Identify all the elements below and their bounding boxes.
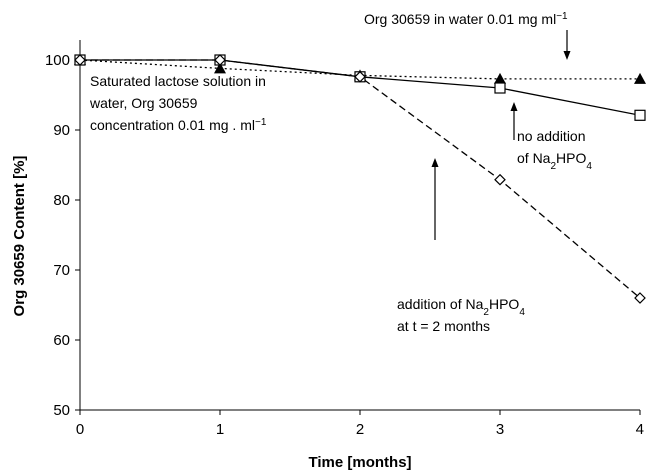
y-tick-label: 70 xyxy=(53,262,70,279)
x-axis-title: Time [months] xyxy=(308,454,411,471)
y-axis-title: Org 30659 Content [%] xyxy=(11,156,28,317)
y-tick-label: 60 xyxy=(53,332,70,349)
annotation-lactose: Saturated lactose solution in xyxy=(90,73,266,89)
annotation-add: at t = 2 months xyxy=(397,318,490,334)
y-tick-label: 100 xyxy=(45,52,70,69)
annotations: Org 30659 in water 0.01 mg ml−1 Saturated… xyxy=(89,11,592,335)
annotation-add: addition of Na2HPO4 xyxy=(397,296,525,318)
x-tick-label: 1 xyxy=(216,421,224,438)
annotation-no-add: no addition xyxy=(517,128,586,144)
y-tick-label: 80 xyxy=(53,192,70,209)
x-tick-label: 3 xyxy=(496,421,504,438)
axes: 50 60 70 80 90 100 0 1 2 3 4 xyxy=(45,40,644,438)
data-point-triangle xyxy=(634,72,646,84)
arrow-addition xyxy=(431,158,439,240)
data-point-diamond xyxy=(354,70,366,83)
data-point-triangle xyxy=(214,62,226,74)
series-layer xyxy=(74,54,646,304)
x-tick-label: 2 xyxy=(356,421,364,438)
annotation-no-add: of Na2HPO4 xyxy=(517,150,592,172)
annotation-water: Org 30659 in water 0.01 mg ml−1 xyxy=(364,11,568,28)
data-point-diamond xyxy=(214,54,226,66)
y-tick-label: 90 xyxy=(53,122,70,139)
annotation-lactose: water, Org 30659 xyxy=(89,95,198,111)
data-point-diamond xyxy=(634,292,646,304)
x-tick-label: 4 xyxy=(636,421,644,438)
y-tick-label: 50 xyxy=(53,402,70,419)
data-point-diamond xyxy=(74,54,86,66)
data-point-triangle xyxy=(494,72,506,84)
data-point-diamond xyxy=(494,173,506,186)
data-point-square xyxy=(494,82,506,94)
arrow-no-addition xyxy=(510,102,518,140)
arrow-water xyxy=(563,30,571,60)
annotation-lactose: concentration 0.01 mg . ml−1 xyxy=(90,117,267,134)
x-tick-label: 0 xyxy=(76,421,84,438)
data-point-square xyxy=(634,109,646,121)
